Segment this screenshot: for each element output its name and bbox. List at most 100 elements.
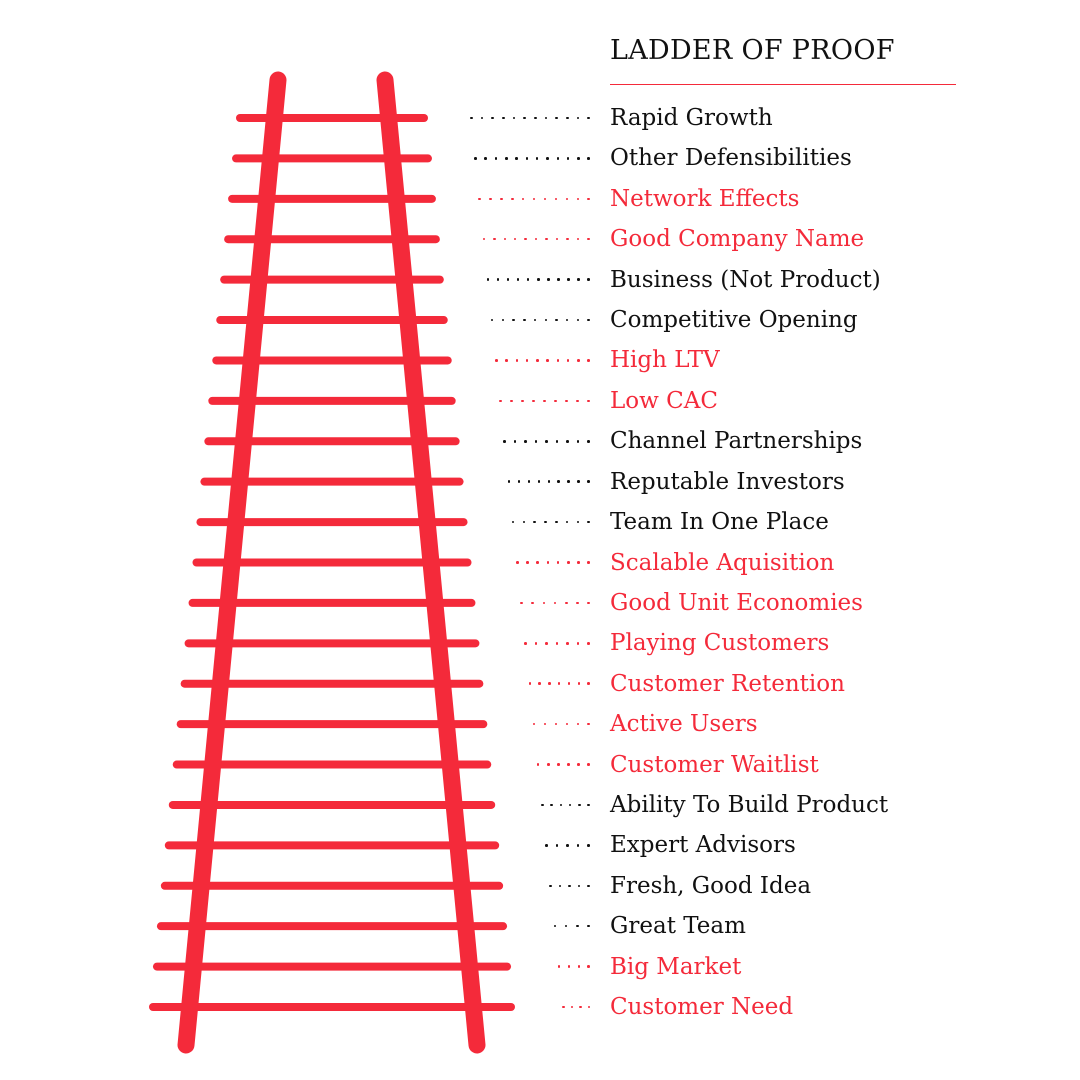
leader-dot	[545, 237, 548, 241]
leader-dot	[587, 642, 590, 645]
step-label: Fresh, Good Idea	[610, 872, 812, 899]
leader-dot	[576, 318, 580, 322]
step-label: Other Defensibilities	[610, 145, 852, 172]
leader-dot	[576, 237, 580, 241]
leader-dot	[525, 359, 529, 362]
step-label: Rapid Growth	[610, 105, 773, 131]
leader-dot	[576, 844, 580, 847]
leader-dot	[527, 480, 531, 483]
dotted-leader	[536, 755, 590, 775]
step-label: Ability To Build Product	[610, 791, 889, 818]
dotted-leader	[557, 957, 590, 977]
leader-dot	[517, 480, 521, 483]
leader-dot	[587, 399, 590, 403]
leader-dot	[547, 278, 550, 281]
leader-dot	[548, 682, 551, 685]
leader-dot	[587, 440, 590, 443]
leader-dot	[567, 682, 571, 685]
step-label: Big Market	[610, 953, 742, 980]
leader-dot	[523, 116, 526, 120]
leader-dot	[546, 359, 549, 362]
leader-dot	[565, 197, 569, 201]
leader-dot	[543, 197, 547, 201]
leader-dot	[576, 197, 580, 201]
leader-dot	[521, 197, 525, 201]
leader-dot	[543, 722, 547, 726]
dotted-leader	[532, 714, 590, 734]
leader-dot	[546, 157, 549, 160]
leader-dot	[555, 318, 558, 322]
ladder-rail-right	[376, 71, 486, 1054]
leader-dot	[568, 884, 571, 888]
leader-dot	[534, 237, 538, 241]
title-underline	[610, 84, 956, 85]
leader-dot	[568, 803, 572, 807]
leader-dot	[533, 318, 537, 322]
leader-dot	[515, 359, 519, 362]
leader-dot	[553, 601, 557, 605]
dotted-leader	[499, 391, 590, 411]
leader-dot	[557, 965, 561, 968]
leader-dot	[587, 157, 590, 160]
leader-dot	[478, 197, 481, 201]
leader-dot	[544, 318, 547, 322]
leader-dot	[536, 561, 539, 564]
leader-dot	[587, 318, 590, 322]
step-label: Network Effects	[610, 185, 800, 212]
leader-dot	[507, 480, 511, 483]
leader-dot	[587, 884, 590, 888]
leader-dot	[524, 440, 527, 443]
dotted-leader	[482, 229, 590, 249]
leader-dot	[565, 318, 569, 322]
leader-dot	[570, 1005, 573, 1009]
leader-dot	[522, 520, 526, 524]
leader-dot	[577, 965, 581, 968]
ladder-rail-left	[177, 71, 287, 1054]
leader-dot	[520, 601, 523, 605]
leader-dot	[578, 803, 581, 807]
leader-dot	[577, 278, 580, 281]
leader-dot	[565, 399, 568, 403]
step-label: Low CAC	[610, 387, 718, 414]
leader-dot	[587, 844, 590, 847]
dotted-leader	[490, 310, 590, 330]
leader-dot	[566, 116, 569, 120]
leader-dot	[531, 601, 534, 605]
leader-dot	[577, 561, 580, 564]
step-label: Competitive Opening	[610, 307, 858, 334]
dotted-leader	[470, 108, 590, 128]
leader-dot	[556, 561, 560, 564]
leader-dot	[546, 561, 550, 564]
dotted-leader	[478, 189, 590, 209]
leader-dot	[562, 1005, 565, 1009]
leader-dot	[537, 480, 541, 483]
leader-dot	[587, 561, 590, 564]
leader-dot	[523, 318, 526, 322]
leader-dot	[495, 359, 498, 362]
leader-dot	[501, 318, 505, 322]
dotted-leader	[495, 350, 590, 370]
leader-dot	[566, 642, 569, 645]
dotted-leader	[516, 553, 590, 573]
leader-dot	[555, 844, 559, 847]
leader-dot	[489, 197, 492, 201]
leader-dot	[482, 237, 486, 241]
step-label: Customer Retention	[610, 670, 845, 697]
dotted-leader	[524, 633, 590, 653]
dotted-leader	[562, 997, 590, 1017]
leader-dot	[526, 561, 529, 564]
leader-dot	[576, 722, 580, 726]
leader-dot	[545, 844, 548, 847]
leader-dot	[542, 601, 546, 605]
leader-dot	[555, 520, 558, 524]
leader-dot	[555, 642, 559, 645]
leader-dot	[587, 197, 590, 201]
leader-dot	[566, 157, 570, 160]
step-label: Business (Not Product)	[610, 266, 881, 293]
leader-dot	[545, 440, 548, 443]
leader-dot	[587, 803, 590, 807]
leader-dot	[515, 157, 518, 160]
leader-dot	[555, 440, 559, 443]
leader-dot	[506, 278, 510, 281]
leader-dot	[565, 601, 568, 605]
